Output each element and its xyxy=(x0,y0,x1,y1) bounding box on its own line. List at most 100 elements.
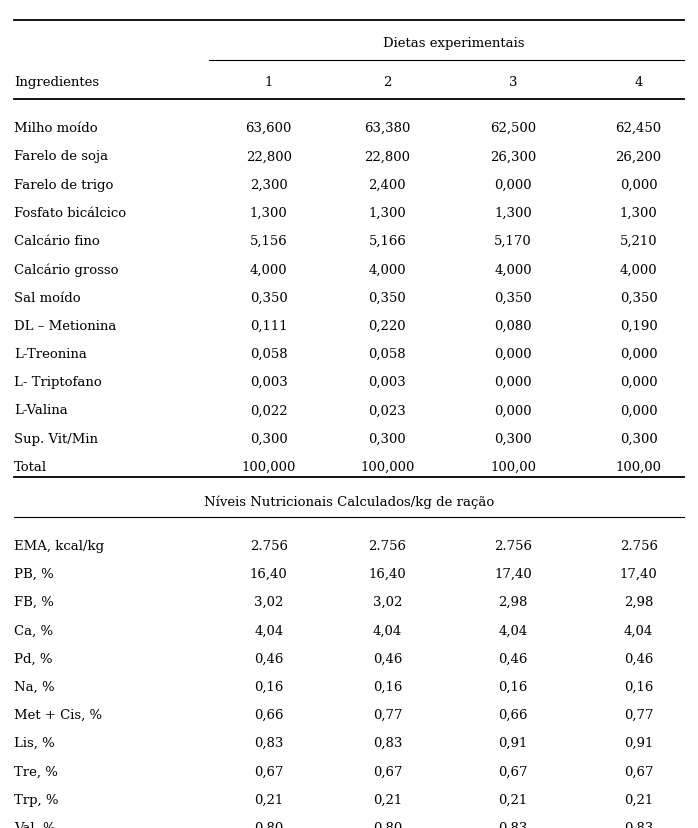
Text: 0,300: 0,300 xyxy=(494,432,532,445)
Text: 0,350: 0,350 xyxy=(250,291,288,304)
Text: 17,40: 17,40 xyxy=(620,567,658,580)
Text: 0,21: 0,21 xyxy=(624,792,653,806)
Text: 63,600: 63,600 xyxy=(246,122,292,135)
Text: 62,500: 62,500 xyxy=(490,122,536,135)
Text: 0,220: 0,220 xyxy=(369,320,406,332)
Text: 0,46: 0,46 xyxy=(624,652,653,665)
Text: 22,800: 22,800 xyxy=(246,150,292,163)
Text: 0,80: 0,80 xyxy=(254,821,283,828)
Text: 4: 4 xyxy=(634,75,643,89)
Text: Farelo de trigo: Farelo de trigo xyxy=(14,178,113,191)
Text: DL – Metionina: DL – Metionina xyxy=(14,320,117,332)
Text: 16,40: 16,40 xyxy=(250,567,288,580)
Text: 0,058: 0,058 xyxy=(369,348,406,360)
Text: 0,83: 0,83 xyxy=(373,736,402,749)
Text: 5,210: 5,210 xyxy=(620,235,658,248)
Text: 0,023: 0,023 xyxy=(369,404,406,416)
Text: Trp, %: Trp, % xyxy=(14,792,59,806)
Text: 2,400: 2,400 xyxy=(369,178,406,191)
Text: 0,022: 0,022 xyxy=(250,404,288,416)
Text: 3,02: 3,02 xyxy=(254,595,283,609)
Text: 0,080: 0,080 xyxy=(494,320,532,332)
Text: 0,300: 0,300 xyxy=(250,432,288,445)
Text: 22,800: 22,800 xyxy=(364,150,410,163)
Text: 0,000: 0,000 xyxy=(620,178,658,191)
Text: L- Triptofano: L- Triptofano xyxy=(14,376,102,388)
Text: 4,000: 4,000 xyxy=(620,263,658,276)
Text: 62,450: 62,450 xyxy=(616,122,662,135)
Text: 0,190: 0,190 xyxy=(620,320,658,332)
Text: 0,000: 0,000 xyxy=(494,178,532,191)
Text: 0,16: 0,16 xyxy=(498,680,528,693)
Text: 0,67: 0,67 xyxy=(254,764,283,777)
Text: 16,40: 16,40 xyxy=(369,567,406,580)
Text: Dietas experimentais: Dietas experimentais xyxy=(383,37,524,51)
Text: Tre, %: Tre, % xyxy=(14,764,58,777)
Text: 4,04: 4,04 xyxy=(373,623,402,637)
Text: Ingredientes: Ingredientes xyxy=(14,75,99,89)
Text: 0,66: 0,66 xyxy=(254,708,283,721)
Text: 5,170: 5,170 xyxy=(494,235,532,248)
Text: 0,46: 0,46 xyxy=(254,652,283,665)
Text: Na, %: Na, % xyxy=(14,680,54,693)
Text: 4,04: 4,04 xyxy=(498,623,528,637)
Text: 0,003: 0,003 xyxy=(250,376,288,388)
Text: 2,300: 2,300 xyxy=(250,178,288,191)
Text: 4,000: 4,000 xyxy=(369,263,406,276)
Text: 26,200: 26,200 xyxy=(616,150,662,163)
Text: 2.756: 2.756 xyxy=(620,539,658,552)
Text: 100,000: 100,000 xyxy=(242,460,296,474)
Text: 0,77: 0,77 xyxy=(373,708,402,721)
Text: 100,00: 100,00 xyxy=(490,460,536,474)
Text: 2,98: 2,98 xyxy=(498,595,528,609)
Text: 0,66: 0,66 xyxy=(498,708,528,721)
Text: 2: 2 xyxy=(383,75,392,89)
Text: 2.756: 2.756 xyxy=(494,539,532,552)
Text: 0,058: 0,058 xyxy=(250,348,288,360)
Text: 63,380: 63,380 xyxy=(364,122,410,135)
Text: 0,67: 0,67 xyxy=(373,764,402,777)
Text: Sup. Vit/Min: Sup. Vit/Min xyxy=(14,432,98,445)
Text: 0,46: 0,46 xyxy=(498,652,528,665)
Text: L-Treonina: L-Treonina xyxy=(14,348,87,360)
Text: 1,300: 1,300 xyxy=(620,207,658,219)
Text: Calcário grosso: Calcário grosso xyxy=(14,262,119,277)
Text: EMA, kcal/kg: EMA, kcal/kg xyxy=(14,539,104,552)
Text: Calcário fino: Calcário fino xyxy=(14,235,100,248)
Text: 4,000: 4,000 xyxy=(250,263,288,276)
Text: 0,21: 0,21 xyxy=(254,792,283,806)
Text: 0,350: 0,350 xyxy=(369,291,406,304)
Text: 0,91: 0,91 xyxy=(498,736,528,749)
Text: 3: 3 xyxy=(509,75,517,89)
Text: 0,16: 0,16 xyxy=(254,680,283,693)
Text: 4,04: 4,04 xyxy=(624,623,653,637)
Text: 0,000: 0,000 xyxy=(494,404,532,416)
Text: 1,300: 1,300 xyxy=(250,207,288,219)
Text: 0,000: 0,000 xyxy=(620,348,658,360)
Text: 2.756: 2.756 xyxy=(250,539,288,552)
Text: 0,83: 0,83 xyxy=(254,736,283,749)
Text: 5,166: 5,166 xyxy=(369,235,406,248)
Text: Níveis Nutricionais Calculados/kg de ração: Níveis Nutricionais Calculados/kg de raç… xyxy=(204,495,494,508)
Text: Lis, %: Lis, % xyxy=(14,736,54,749)
Text: 0,003: 0,003 xyxy=(369,376,406,388)
Text: 26,300: 26,300 xyxy=(490,150,536,163)
Text: 4,04: 4,04 xyxy=(254,623,283,637)
Text: PB, %: PB, % xyxy=(14,567,54,580)
Text: Sal moído: Sal moído xyxy=(14,291,80,304)
Text: 0,21: 0,21 xyxy=(373,792,402,806)
Text: FB, %: FB, % xyxy=(14,595,54,609)
Text: 0,83: 0,83 xyxy=(498,821,528,828)
Text: Pd, %: Pd, % xyxy=(14,652,52,665)
Text: 0,80: 0,80 xyxy=(373,821,402,828)
Text: 0,350: 0,350 xyxy=(620,291,658,304)
Text: Milho moído: Milho moído xyxy=(14,122,98,135)
Text: 2,98: 2,98 xyxy=(624,595,653,609)
Text: 5,156: 5,156 xyxy=(250,235,288,248)
Text: 4,000: 4,000 xyxy=(494,263,532,276)
Text: Total: Total xyxy=(14,460,47,474)
Text: Ca, %: Ca, % xyxy=(14,623,53,637)
Text: Fosfato bicálcico: Fosfato bicálcico xyxy=(14,207,126,219)
Text: 2.756: 2.756 xyxy=(369,539,406,552)
Text: 0,16: 0,16 xyxy=(624,680,653,693)
